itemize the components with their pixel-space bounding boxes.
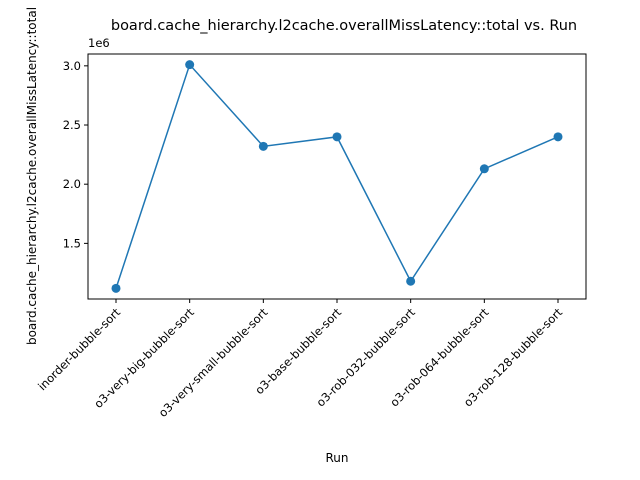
data-point: [111, 283, 121, 293]
x-tick-label: inorder-bubble-sort: [35, 305, 123, 393]
chart-title: board.cache_hierarchy.l2cache.overallMis…: [111, 18, 577, 34]
y-offset-label: 1e6: [88, 36, 110, 50]
y-tick-label: 1.5: [63, 236, 81, 250]
data-point: [553, 132, 563, 142]
y-axis-label: board.cache_hierarchy.l2cache.overallMis…: [25, 7, 39, 345]
plot-area: 1.52.02.53.0inorder-bubble-sorto3-very-b…: [35, 59, 565, 420]
data-point: [406, 276, 416, 286]
data-point: [185, 60, 195, 70]
data-point: [479, 164, 489, 174]
x-axis-label: Run: [325, 451, 348, 465]
y-tick-label: 2.5: [63, 118, 81, 132]
y-tick-label: 2.0: [63, 177, 81, 191]
plot-frame: [87, 53, 587, 300]
series-line: [115, 63, 559, 289]
y-tick-label: 3.0: [63, 59, 81, 73]
data-point: [332, 132, 342, 142]
data-point: [258, 141, 268, 151]
